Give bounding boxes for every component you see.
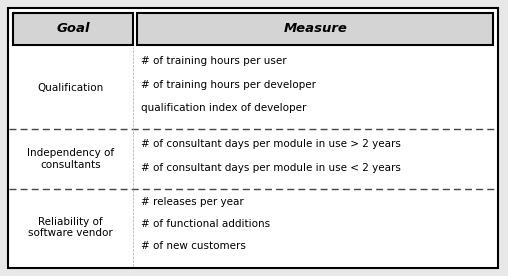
Text: Independency of
consultants: Independency of consultants [27,148,114,170]
Text: Reliability of
software vendor: Reliability of software vendor [28,217,113,238]
Text: qualification index of developer: qualification index of developer [141,103,306,113]
Text: # of training hours per user: # of training hours per user [141,56,287,66]
Text: Goal: Goal [56,23,90,36]
Text: # of consultant days per module in use > 2 years: # of consultant days per module in use >… [141,139,401,148]
Bar [13,13,134,45]
Bar [137,13,493,45]
Text: Measure: Measure [283,23,347,36]
Text: # of training hours per developer: # of training hours per developer [141,79,316,89]
Text: # of new customers: # of new customers [141,241,246,251]
Text: Qualification: Qualification [38,83,104,93]
Text: # of consultant days per module in use < 2 years: # of consultant days per module in use <… [141,163,401,173]
Text: # releases per year: # releases per year [141,198,244,208]
Text: # of functional additions: # of functional additions [141,219,270,229]
